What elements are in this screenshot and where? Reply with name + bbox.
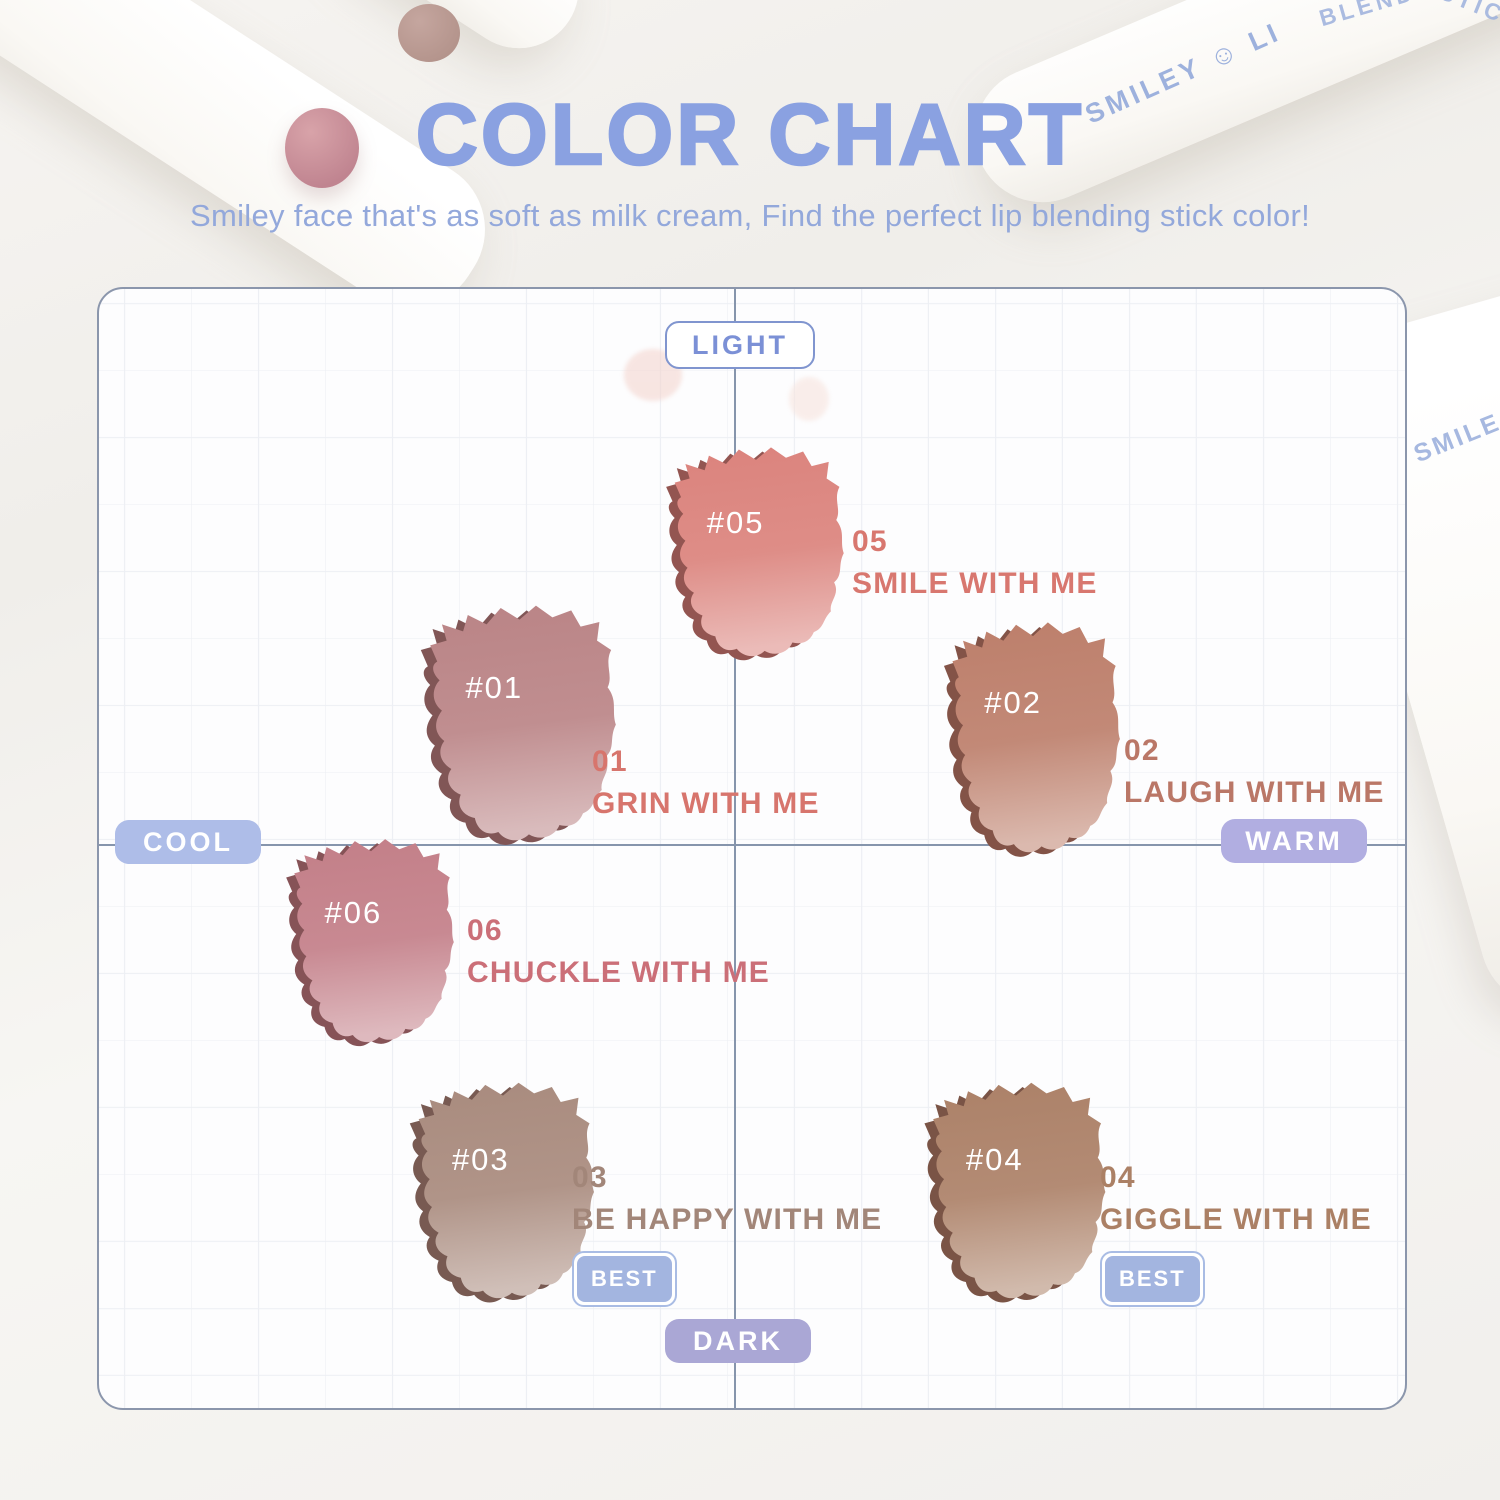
shade-name: GRIN WITH ME	[592, 787, 820, 820]
axis-line-horizontal	[99, 844, 1405, 846]
shade-text-block: 01 GRIN WITH ME BEST	[592, 741, 820, 825]
shade-name: SMILE WITH ME	[852, 567, 1098, 600]
shade-number: 04	[1100, 1161, 1136, 1194]
shade-name: CHUCKLE WITH ME	[467, 956, 770, 989]
axis-line-vertical	[734, 289, 736, 1408]
lipstick-smear	[943, 622, 1120, 857]
shade-item: #03 03 BE HAPPY WITH ME BEST	[392, 1072, 881, 1307]
lipstick-smear	[286, 839, 454, 1047]
lipstick-smear	[420, 605, 616, 845]
axis-label-light: LIGHT	[665, 321, 815, 369]
swatch-number-label: #02	[984, 685, 1042, 721]
shade-text-block: 03 BE HAPPY WITH ME BEST	[572, 1157, 882, 1307]
axis-label-warm: WARM	[1221, 819, 1367, 863]
best-badge: BEST	[572, 1251, 677, 1307]
shade-name: GIGGLE WITH ME	[1100, 1203, 1372, 1236]
page-title: COLOR CHART	[415, 87, 1085, 183]
header: COLOR CHART Smiley face that's as soft a…	[0, 87, 1500, 234]
shade-number: 03	[572, 1161, 608, 1194]
swatch-number-label: #04	[965, 1141, 1024, 1177]
swatch-number-label: #01	[465, 669, 524, 705]
shade-number: 02	[1124, 734, 1160, 767]
axis-label-cool: COOL	[115, 820, 261, 864]
lipstick-smear	[924, 1082, 1106, 1303]
shade-item: #05 05 SMILE WITH ME BEST	[649, 437, 1096, 661]
lip-stick-tip	[285, 108, 359, 188]
best-badge: BEST	[1100, 1251, 1205, 1307]
lipstick-smear	[666, 447, 844, 661]
lip-stick-image	[318, 0, 602, 72]
shade-number: 06	[467, 914, 503, 947]
faint-product-shadow	[789, 377, 829, 421]
shade-item: #06 06 CHUCKLE WITH ME BEST	[270, 829, 769, 1047]
shade-name: LAUGH WITH ME	[1124, 776, 1385, 809]
shade-item: #02 02 LAUGH WITH ME BEST	[927, 611, 1383, 857]
chart-panel: LIGHT COOL WARM DARK #01 01 GRIN WITH ME…	[97, 287, 1407, 1410]
best-badge-label: BEST	[1105, 1256, 1200, 1302]
shade-item: #01 01 GRIN WITH ME BEST	[402, 594, 819, 845]
shade-text-block: 04 GIGGLE WITH ME BEST	[1100, 1157, 1372, 1307]
shade-text-block: 02 LAUGH WITH ME BEST	[1124, 730, 1385, 814]
shade-item: #04 04 GIGGLE WITH ME BEST	[907, 1072, 1371, 1307]
swatch-number-label: #05	[706, 504, 765, 540]
shade-number: 05	[852, 525, 888, 558]
axis-label-dark: DARK	[665, 1319, 811, 1363]
shade-text-block: 05 SMILE WITH ME BEST	[852, 521, 1098, 605]
shade-name: BE HAPPY WITH ME	[572, 1203, 883, 1236]
page-subtitle: Smiley face that's as soft as milk cream…	[189, 198, 1310, 233]
best-badge-label: BEST	[577, 1256, 672, 1302]
shade-number: 01	[592, 745, 628, 778]
swatch-number-label: #06	[324, 894, 383, 930]
lip-stick-tip	[398, 4, 460, 62]
shade-text-block: 06 CHUCKLE WITH ME BEST	[467, 910, 770, 994]
lipstick-smear	[409, 1082, 595, 1303]
swatch-number-label: #03	[451, 1141, 510, 1177]
